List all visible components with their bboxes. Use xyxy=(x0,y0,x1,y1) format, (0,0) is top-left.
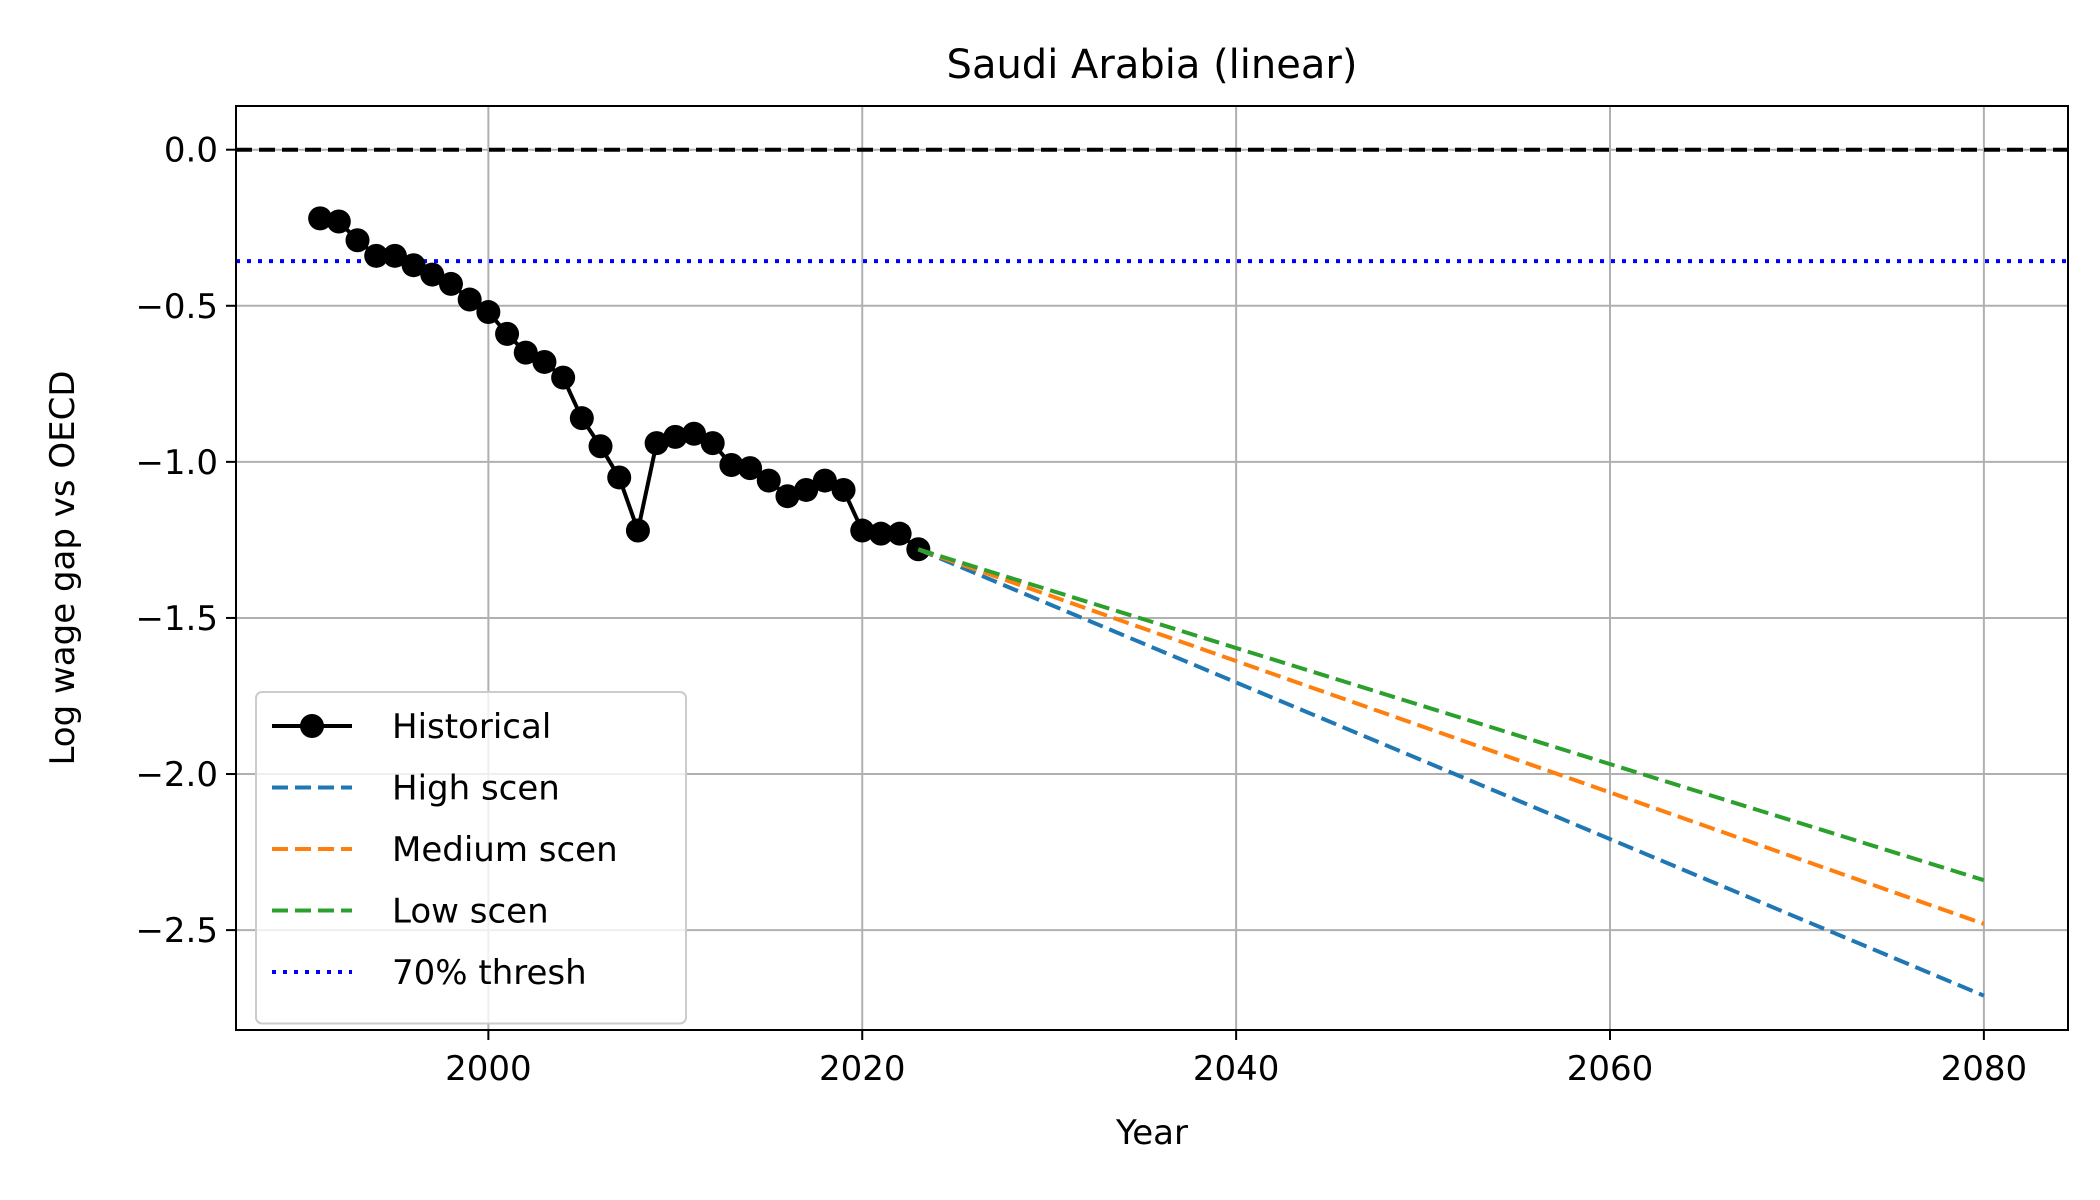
data-point-historical xyxy=(607,465,632,490)
data-point-historical xyxy=(775,484,800,509)
y-axis-label: Log wage gap vs OECD xyxy=(43,370,83,765)
data-point-historical xyxy=(625,518,650,543)
legend-label: Low scen xyxy=(392,892,549,932)
data-point-historical xyxy=(738,456,763,481)
data-point-historical xyxy=(588,434,613,459)
y-tick-label: −1.5 xyxy=(135,599,218,639)
data-point-historical xyxy=(438,271,463,296)
data-point-historical xyxy=(569,406,594,431)
y-tick-label: −2.0 xyxy=(135,755,218,795)
data-point-historical xyxy=(476,300,501,325)
data-point-historical xyxy=(887,521,912,546)
data-point-historical xyxy=(532,349,557,374)
series-line-medium-scen xyxy=(917,547,1985,926)
data-point-historical xyxy=(831,477,856,502)
x-tick-label: 2040 xyxy=(1193,1049,1280,1089)
data-point-historical xyxy=(495,321,520,346)
legend-marker xyxy=(300,714,324,738)
legend-label: Medium scen xyxy=(392,830,618,870)
y-tick-label: −1.0 xyxy=(135,443,218,483)
data-point-historical xyxy=(868,521,893,546)
x-tick-label: 2080 xyxy=(1941,1049,2028,1089)
data-point-historical xyxy=(457,287,482,312)
x-tick-label: 2000 xyxy=(445,1049,532,1089)
data-point-historical xyxy=(308,206,333,231)
y-tick-label: −0.5 xyxy=(135,287,218,327)
series-line-high-scen xyxy=(917,547,1985,998)
data-point-historical xyxy=(700,431,725,456)
data-point-historical xyxy=(345,228,370,253)
data-point-historical xyxy=(420,262,445,287)
y-tick-label: −2.5 xyxy=(135,911,218,951)
x-tick-label: 2060 xyxy=(1567,1049,1654,1089)
legend: Historical High scen Medium scen Low scen 70… xyxy=(255,691,687,1025)
reference-lines xyxy=(236,147,2068,264)
data-point-historical xyxy=(850,518,875,543)
data-point-historical xyxy=(682,421,706,446)
y-tick-label: 0.0 xyxy=(164,131,218,171)
data-point-historical xyxy=(719,452,744,477)
data-point-historical xyxy=(663,424,688,449)
data-point-historical xyxy=(812,468,837,493)
series-layer xyxy=(308,206,1985,998)
data-point-historical xyxy=(794,477,819,502)
x-axis-ticks: 2000 2020 2040 2060 2080 xyxy=(445,1030,2027,1089)
data-point-historical xyxy=(401,253,426,278)
series-line-low-scen xyxy=(917,547,1985,883)
x-axis-label: Year xyxy=(1115,1113,1188,1153)
data-point-historical xyxy=(644,431,669,456)
data-point-historical xyxy=(382,243,407,268)
data-point-historical xyxy=(551,365,576,390)
legend-label: 70% thresh xyxy=(392,953,587,993)
data-point-historical xyxy=(364,243,389,268)
data-point-historical xyxy=(756,468,781,493)
plot-frame xyxy=(235,105,2069,1031)
data-point-historical xyxy=(513,340,538,365)
data-point-historical xyxy=(326,209,351,234)
legend-label: High scen xyxy=(392,769,560,809)
legend-box xyxy=(255,691,687,1025)
x-tick-label: 2020 xyxy=(819,1049,906,1089)
y-axis-ticks: 0.0 −0.5 −1.0 −1.5 −2.0 −2.5 xyxy=(135,131,236,951)
chart-title: Saudi Arabia (linear) xyxy=(947,42,1358,88)
legend-label: Historical xyxy=(392,707,551,747)
